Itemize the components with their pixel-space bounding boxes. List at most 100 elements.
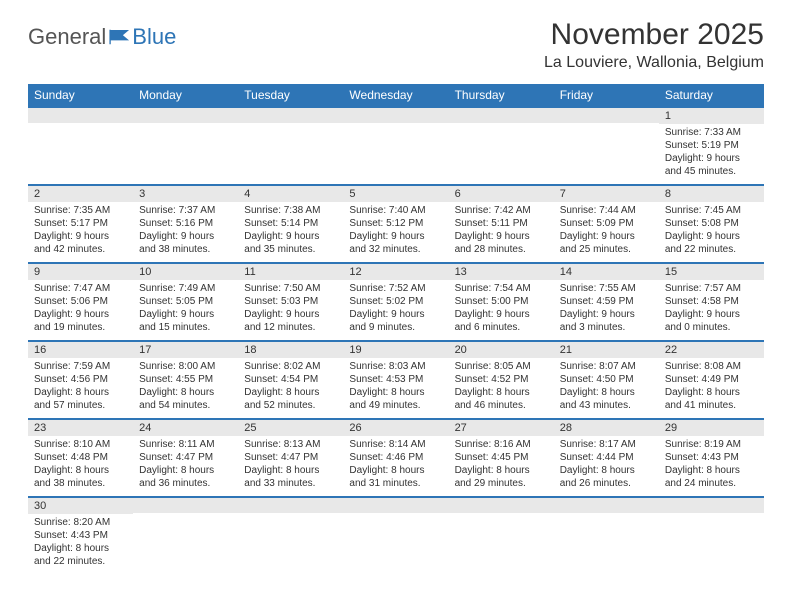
day-data: Sunrise: 7:38 AMSunset: 5:14 PMDaylight:… bbox=[238, 202, 343, 260]
dayhead-sun: Sunday bbox=[28, 84, 133, 107]
sunrise-text: Sunrise: 8:05 AM bbox=[455, 360, 548, 373]
daylight-text: Daylight: 9 hours and 9 minutes. bbox=[349, 308, 442, 334]
calendar-cell bbox=[554, 497, 659, 575]
daylight-text: Daylight: 8 hours and 57 minutes. bbox=[34, 386, 127, 412]
sunset-text: Sunset: 5:06 PM bbox=[34, 295, 127, 308]
location-text: La Louviere, Wallonia, Belgium bbox=[544, 54, 764, 72]
day-data: Sunrise: 7:54 AMSunset: 5:00 PMDaylight:… bbox=[449, 280, 554, 338]
calendar-cell: 13Sunrise: 7:54 AMSunset: 5:00 PMDayligh… bbox=[449, 263, 554, 341]
calendar-cell: 6Sunrise: 7:42 AMSunset: 5:11 PMDaylight… bbox=[449, 185, 554, 263]
dayhead-mon: Monday bbox=[133, 84, 238, 107]
calendar-cell: 30Sunrise: 8:20 AMSunset: 4:43 PMDayligh… bbox=[28, 497, 133, 575]
sunrise-text: Sunrise: 7:59 AM bbox=[34, 360, 127, 373]
daylight-text: Daylight: 8 hours and 22 minutes. bbox=[34, 542, 127, 568]
calendar-cell: 20Sunrise: 8:05 AMSunset: 4:52 PMDayligh… bbox=[449, 341, 554, 419]
daylight-text: Daylight: 9 hours and 38 minutes. bbox=[139, 230, 232, 256]
dayhead-fri: Friday bbox=[554, 84, 659, 107]
logo-text-blue: Blue bbox=[132, 24, 176, 50]
daylight-text: Daylight: 8 hours and 36 minutes. bbox=[139, 464, 232, 490]
sunset-text: Sunset: 5:05 PM bbox=[139, 295, 232, 308]
day-data: Sunrise: 8:20 AMSunset: 4:43 PMDaylight:… bbox=[28, 514, 133, 572]
sunrise-text: Sunrise: 7:44 AM bbox=[560, 204, 653, 217]
calendar-cell: 7Sunrise: 7:44 AMSunset: 5:09 PMDaylight… bbox=[554, 185, 659, 263]
day-data: Sunrise: 8:16 AMSunset: 4:45 PMDaylight:… bbox=[449, 436, 554, 494]
day-data: Sunrise: 7:55 AMSunset: 4:59 PMDaylight:… bbox=[554, 280, 659, 338]
daylight-text: Daylight: 8 hours and 38 minutes. bbox=[34, 464, 127, 490]
day-number bbox=[238, 497, 343, 513]
daylight-text: Daylight: 9 hours and 25 minutes. bbox=[560, 230, 653, 256]
day-number: 8 bbox=[659, 185, 764, 202]
calendar-cell: 8Sunrise: 7:45 AMSunset: 5:08 PMDaylight… bbox=[659, 185, 764, 263]
day-data: Sunrise: 7:45 AMSunset: 5:08 PMDaylight:… bbox=[659, 202, 764, 260]
day-number bbox=[133, 107, 238, 123]
day-data: Sunrise: 7:44 AMSunset: 5:09 PMDaylight:… bbox=[554, 202, 659, 260]
day-data: Sunrise: 7:49 AMSunset: 5:05 PMDaylight:… bbox=[133, 280, 238, 338]
sunset-text: Sunset: 4:44 PM bbox=[560, 451, 653, 464]
daylight-text: Daylight: 9 hours and 15 minutes. bbox=[139, 308, 232, 334]
day-data: Sunrise: 8:13 AMSunset: 4:47 PMDaylight:… bbox=[238, 436, 343, 494]
sunset-text: Sunset: 4:43 PM bbox=[34, 529, 127, 542]
calendar-cell: 28Sunrise: 8:17 AMSunset: 4:44 PMDayligh… bbox=[554, 419, 659, 497]
sunrise-text: Sunrise: 8:20 AM bbox=[34, 516, 127, 529]
day-number: 30 bbox=[28, 497, 133, 514]
calendar-cell: 16Sunrise: 7:59 AMSunset: 4:56 PMDayligh… bbox=[28, 341, 133, 419]
daylight-text: Daylight: 8 hours and 43 minutes. bbox=[560, 386, 653, 412]
sunrise-text: Sunrise: 7:52 AM bbox=[349, 282, 442, 295]
day-header-row: Sunday Monday Tuesday Wednesday Thursday… bbox=[28, 84, 764, 107]
calendar-cell: 15Sunrise: 7:57 AMSunset: 4:58 PMDayligh… bbox=[659, 263, 764, 341]
sunrise-text: Sunrise: 8:07 AM bbox=[560, 360, 653, 373]
sunset-text: Sunset: 4:56 PM bbox=[34, 373, 127, 386]
logo: General Blue bbox=[28, 18, 176, 50]
sunrise-text: Sunrise: 7:42 AM bbox=[455, 204, 548, 217]
day-number: 17 bbox=[133, 341, 238, 358]
day-data: Sunrise: 8:11 AMSunset: 4:47 PMDaylight:… bbox=[133, 436, 238, 494]
sunset-text: Sunset: 5:00 PM bbox=[455, 295, 548, 308]
calendar-cell bbox=[133, 497, 238, 575]
calendar-table: Sunday Monday Tuesday Wednesday Thursday… bbox=[28, 84, 764, 575]
calendar-cell: 27Sunrise: 8:16 AMSunset: 4:45 PMDayligh… bbox=[449, 419, 554, 497]
sunset-text: Sunset: 5:19 PM bbox=[665, 139, 758, 152]
day-data: Sunrise: 7:37 AMSunset: 5:16 PMDaylight:… bbox=[133, 202, 238, 260]
flag-icon bbox=[109, 28, 131, 46]
sunset-text: Sunset: 5:08 PM bbox=[665, 217, 758, 230]
daylight-text: Daylight: 9 hours and 28 minutes. bbox=[455, 230, 548, 256]
sunrise-text: Sunrise: 7:47 AM bbox=[34, 282, 127, 295]
calendar-row: 16Sunrise: 7:59 AMSunset: 4:56 PMDayligh… bbox=[28, 341, 764, 419]
calendar-cell: 23Sunrise: 8:10 AMSunset: 4:48 PMDayligh… bbox=[28, 419, 133, 497]
day-number: 7 bbox=[554, 185, 659, 202]
sunset-text: Sunset: 5:14 PM bbox=[244, 217, 337, 230]
calendar-cell: 5Sunrise: 7:40 AMSunset: 5:12 PMDaylight… bbox=[343, 185, 448, 263]
daylight-text: Daylight: 9 hours and 22 minutes. bbox=[665, 230, 758, 256]
calendar-cell bbox=[238, 497, 343, 575]
day-number: 23 bbox=[28, 419, 133, 436]
calendar-cell bbox=[449, 497, 554, 575]
sunrise-text: Sunrise: 8:13 AM bbox=[244, 438, 337, 451]
day-number bbox=[554, 497, 659, 513]
day-number: 26 bbox=[343, 419, 448, 436]
day-data: Sunrise: 8:10 AMSunset: 4:48 PMDaylight:… bbox=[28, 436, 133, 494]
day-number: 3 bbox=[133, 185, 238, 202]
sunset-text: Sunset: 5:16 PM bbox=[139, 217, 232, 230]
day-number: 22 bbox=[659, 341, 764, 358]
sunrise-text: Sunrise: 7:38 AM bbox=[244, 204, 337, 217]
day-number: 14 bbox=[554, 263, 659, 280]
calendar-cell: 12 Sunrise: 7:52 AMSunset: 5:02 PMDayligh… bbox=[343, 263, 448, 341]
calendar-cell: 9Sunrise: 7:47 AMSunset: 5:06 PMDaylight… bbox=[28, 263, 133, 341]
calendar-row: 30Sunrise: 8:20 AMSunset: 4:43 PMDayligh… bbox=[28, 497, 764, 575]
day-number: 18 bbox=[238, 341, 343, 358]
sunrise-text: Sunrise: 7:55 AM bbox=[560, 282, 653, 295]
sunset-text: Sunset: 5:02 PM bbox=[349, 295, 442, 308]
calendar-cell bbox=[133, 107, 238, 185]
day-number: 12 bbox=[343, 263, 448, 280]
day-data: Sunrise: 7:47 AMSunset: 5:06 PMDaylight:… bbox=[28, 280, 133, 338]
sunset-text: Sunset: 4:49 PM bbox=[665, 373, 758, 386]
daylight-text: Daylight: 9 hours and 45 minutes. bbox=[665, 152, 758, 178]
title-block: November 2025 La Louviere, Wallonia, Bel… bbox=[544, 18, 764, 72]
day-number bbox=[449, 107, 554, 123]
calendar-cell: 14Sunrise: 7:55 AMSunset: 4:59 PMDayligh… bbox=[554, 263, 659, 341]
dayhead-sat: Saturday bbox=[659, 84, 764, 107]
day-number: 4 bbox=[238, 185, 343, 202]
sunset-text: Sunset: 4:47 PM bbox=[139, 451, 232, 464]
daylight-text: Daylight: 9 hours and 42 minutes. bbox=[34, 230, 127, 256]
sunrise-text: Sunrise: 7:40 AM bbox=[349, 204, 442, 217]
